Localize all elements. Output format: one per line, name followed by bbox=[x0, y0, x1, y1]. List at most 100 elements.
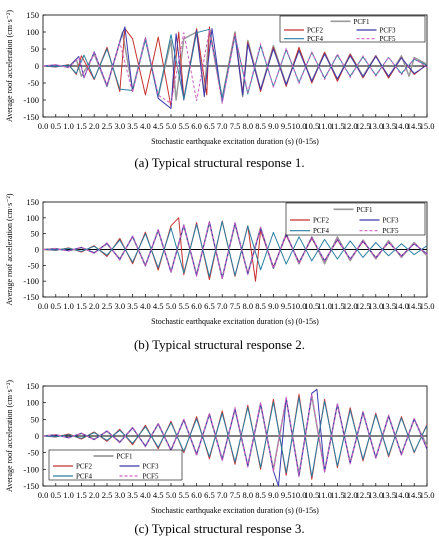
x-tick-label: 7.0 bbox=[217, 121, 228, 131]
x-tick-label: 9.0 bbox=[268, 301, 279, 311]
legend-label-pcf4: PCF4 bbox=[76, 473, 92, 481]
x-tick-label: 13.5 bbox=[381, 121, 396, 131]
figure-caption: (c) Typical structural response 3. bbox=[134, 521, 304, 536]
x-tick-label: 14.0 bbox=[394, 121, 409, 131]
x-tick-label: 3.5 bbox=[127, 301, 138, 311]
y-tick-label: -150 bbox=[23, 292, 39, 302]
x-tick-label: 0.5 bbox=[50, 301, 61, 311]
x-axis-label: Stochastic earthquake excitation duratio… bbox=[151, 506, 319, 515]
y-tick-label: -50 bbox=[28, 78, 39, 88]
legend-label-pcf3: PCF3 bbox=[143, 463, 159, 471]
x-tick-label: 13.5 bbox=[381, 301, 396, 311]
x-tick-label: 5.0 bbox=[166, 490, 177, 500]
x-tick-label: 9.5 bbox=[281, 121, 292, 131]
x-tick-label: 1.0 bbox=[63, 301, 74, 311]
x-tick-label: 5.0 bbox=[166, 121, 177, 131]
x-tick-label: 2.5 bbox=[102, 121, 113, 131]
legend-label-pcf1: PCF1 bbox=[117, 453, 133, 461]
x-tick-label: 13.0 bbox=[368, 121, 383, 131]
x-tick-label: 8.5 bbox=[255, 121, 266, 131]
y-tick-label: 150 bbox=[26, 381, 39, 391]
x-tick-label: 6.5 bbox=[204, 301, 215, 311]
x-tick-label: 10.5 bbox=[304, 301, 319, 311]
x-tick-label: 13.5 bbox=[381, 490, 396, 500]
y-tick-label: -50 bbox=[28, 260, 39, 270]
x-tick-label: 4.0 bbox=[140, 490, 151, 500]
x-tick-label: 6.0 bbox=[191, 121, 202, 131]
x-tick-label: 11.5 bbox=[330, 121, 345, 131]
y-tick-label: 150 bbox=[26, 10, 39, 20]
y-tick-label: 50 bbox=[31, 44, 40, 54]
x-tick-label: 14.5 bbox=[407, 490, 422, 500]
x-tick-label: 1.5 bbox=[76, 490, 87, 500]
x-tick-label: 4.0 bbox=[140, 121, 151, 131]
x-tick-label: 0.0 bbox=[38, 121, 49, 131]
y-tick-label: 150 bbox=[26, 197, 39, 207]
y-tick-label: 100 bbox=[26, 27, 39, 37]
legend-box bbox=[48, 449, 183, 481]
x-tick-label: 2.5 bbox=[102, 490, 113, 500]
series-line-pcf5 bbox=[42, 220, 428, 280]
legend-label-pcf5: PCF5 bbox=[380, 35, 396, 43]
x-tick-label: 12.0 bbox=[343, 301, 358, 311]
legend: PCF1 PCF2 PCF3 PCF4 PCF5 bbox=[48, 449, 183, 481]
legend-label-pcf3: PCF3 bbox=[380, 27, 396, 35]
x-tick-label: 12.0 bbox=[343, 121, 358, 131]
x-tick-label: 8.0 bbox=[242, 121, 253, 131]
y-axis-label: Average roof acceleration (cm·s⁻²) bbox=[5, 380, 14, 492]
x-tick-label: 15.0 bbox=[420, 121, 435, 131]
x-tick-label: 9.5 bbox=[281, 301, 292, 311]
x-tick-label: 9.0 bbox=[268, 490, 279, 500]
x-tick-label: 5.0 bbox=[166, 301, 177, 311]
x-tick-label: 10.5 bbox=[304, 490, 319, 500]
y-tick-label: -150 bbox=[23, 112, 39, 122]
x-tick-label: 11.0 bbox=[317, 490, 332, 500]
x-tick-label: 7.5 bbox=[230, 490, 241, 500]
x-tick-label: 2.0 bbox=[89, 301, 100, 311]
x-tick-label: 8.0 bbox=[242, 490, 253, 500]
series-line-pcf5 bbox=[42, 29, 428, 104]
x-axis-label: Stochastic earthquake excitation duratio… bbox=[151, 317, 319, 326]
legend-label-pcf1: PCF1 bbox=[354, 18, 370, 26]
x-tick-label: 9.5 bbox=[281, 490, 292, 500]
x-tick-label: 3.0 bbox=[114, 301, 125, 311]
y-tick-label: 100 bbox=[26, 398, 39, 408]
series-line-pcf4 bbox=[42, 396, 428, 478]
x-tick-label: 3.5 bbox=[127, 121, 138, 131]
x-tick-label: 13.0 bbox=[368, 301, 383, 311]
x-tick-label: 11.0 bbox=[317, 301, 332, 311]
y-axis-label: Average roof acceleration (cm·s⁻²) bbox=[5, 10, 14, 122]
x-tick-label: 2.0 bbox=[89, 121, 100, 131]
x-tick-label: 0.5 bbox=[50, 121, 61, 131]
x-tick-label: 8.5 bbox=[255, 301, 266, 311]
y-tick-label: 50 bbox=[31, 229, 40, 239]
x-tick-label: 10.5 bbox=[304, 121, 319, 131]
x-tick-label: 0.0 bbox=[38, 490, 49, 500]
series-line-pcf2 bbox=[42, 393, 428, 480]
x-tick-label: 6.0 bbox=[191, 301, 202, 311]
x-tick-label: 10.0 bbox=[292, 121, 307, 131]
figure-caption: (b) Typical structural response 2. bbox=[134, 337, 305, 352]
x-tick-label: 14.5 bbox=[407, 121, 422, 131]
x-tick-label: 14.5 bbox=[407, 301, 422, 311]
legend-label-pcf3: PCF3 bbox=[383, 217, 399, 225]
y-tick-label: 0 bbox=[35, 431, 39, 441]
x-tick-label: 0.5 bbox=[50, 490, 61, 500]
x-tick-label: 14.0 bbox=[394, 490, 409, 500]
y-tick-label: 100 bbox=[26, 213, 39, 223]
x-tick-label: 14.0 bbox=[394, 301, 409, 311]
x-tick-label: 5.5 bbox=[178, 490, 189, 500]
x-tick-label: 6.5 bbox=[204, 490, 215, 500]
x-tick-label: 6.0 bbox=[191, 490, 202, 500]
legend-label-pcf4: PCF4 bbox=[313, 227, 329, 235]
legend-label-pcf1: PCF1 bbox=[357, 206, 373, 214]
x-tick-label: 7.5 bbox=[230, 301, 241, 311]
y-tick-label: -100 bbox=[23, 95, 39, 105]
x-tick-label: 15.0 bbox=[420, 490, 435, 500]
x-tick-label: 15.0 bbox=[420, 301, 435, 311]
x-tick-label: 3.0 bbox=[114, 490, 125, 500]
x-tick-label: 10.0 bbox=[292, 490, 307, 500]
x-tick-label: 11.5 bbox=[330, 301, 345, 311]
